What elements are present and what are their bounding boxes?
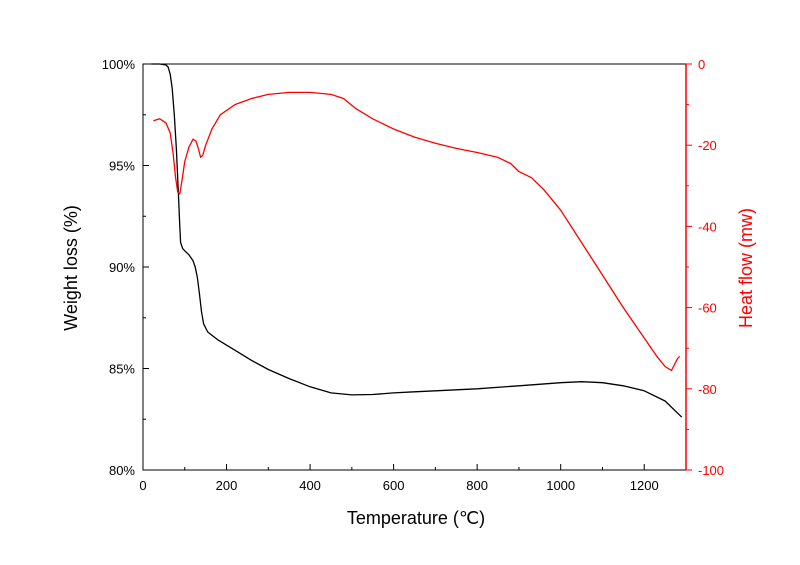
y-left-tick-label: 80% <box>109 463 135 478</box>
x-tick-label: 800 <box>466 478 488 493</box>
x-tick-label: 600 <box>383 478 405 493</box>
series-group <box>151 63 683 418</box>
x-tick-label: 400 <box>299 478 321 493</box>
y-left-tick-label: 100% <box>102 57 136 72</box>
x-tick-label: 200 <box>216 478 238 493</box>
y-right-tick-label: -20 <box>698 138 717 153</box>
y-left-tick-label: 85% <box>109 362 135 377</box>
x-tick-label: 0 <box>139 478 146 493</box>
y-right-tick-label: -40 <box>698 219 717 234</box>
y-left-tick-label: 90% <box>109 260 135 275</box>
y-left-tick-label: 95% <box>109 159 135 174</box>
y-axis-left-title: Weight loss (%) <box>61 205 81 331</box>
plot-frame <box>142 63 687 471</box>
y-right-tick-label: -80 <box>698 382 717 397</box>
y-axis-left: 80% 85% 90% 95% 100% <box>102 57 149 478</box>
y-right-tick-label: -60 <box>698 301 717 316</box>
x-axis-title: Temperature (℃) <box>347 508 485 528</box>
x-tick-label: 1000 <box>546 478 575 493</box>
y-axis-right-title: Heat flow (mw) <box>736 208 756 328</box>
y-axis-right: -100 -80 -60 -40 -20 0 <box>685 57 724 478</box>
y-right-tick-label: -100 <box>698 463 724 478</box>
heat-flow-line <box>153 91 681 372</box>
y-right-tick-label: 0 <box>698 57 705 72</box>
x-axis: 0 200 400 600 800 1000 1200 <box>139 464 659 493</box>
x-tick-label: 1200 <box>630 478 659 493</box>
weight-loss-line <box>151 63 683 418</box>
